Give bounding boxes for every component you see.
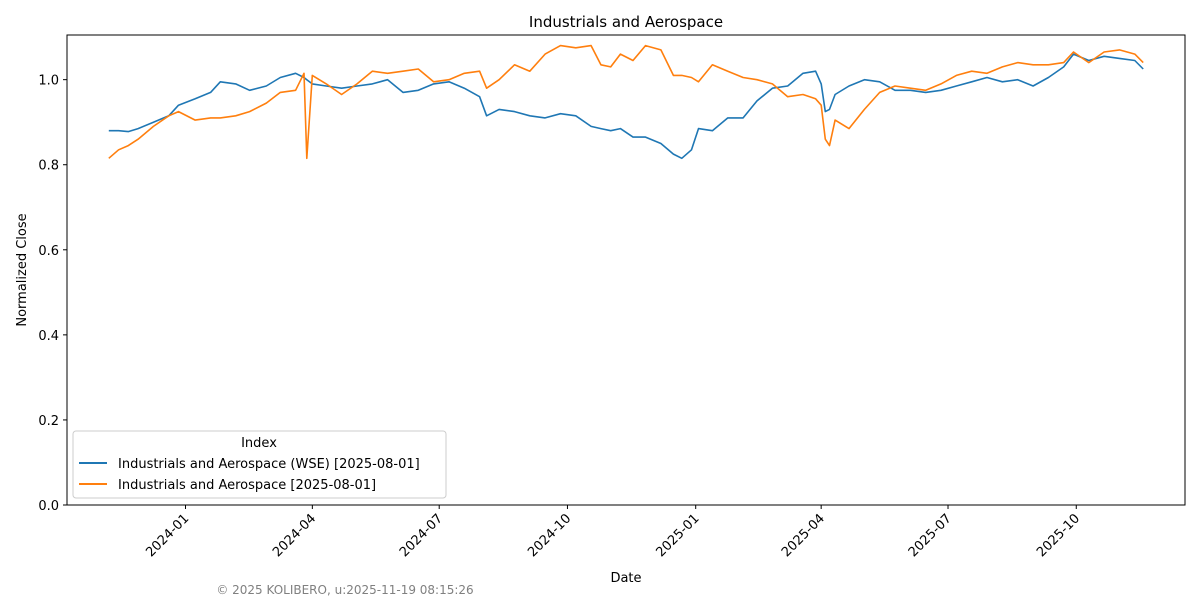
- x-tick-label: 2025-01: [654, 511, 703, 560]
- legend-box: [72, 430, 447, 499]
- series-line-0: [108, 53, 1144, 160]
- x-axis: 2024-01 2024-04 2024-07 2024-10 2025-01 2025-…: [143, 505, 1083, 560]
- legend-title: Index: [241, 436, 277, 451]
- y-tick-label: 0.6: [38, 244, 59, 259]
- chart-title: Industrials and Aerospace: [529, 13, 723, 31]
- y-tick-label: 1.0: [38, 74, 59, 89]
- y-tick-label: 0.2: [38, 414, 59, 429]
- y-axis-label: Normalized Close: [15, 213, 30, 326]
- series-line-1: [108, 44, 1144, 160]
- y-tick-label: 0.0: [38, 499, 59, 514]
- y-axis: 0.0 0.2 0.4 0.6 0.8 1.0: [38, 74, 67, 514]
- x-tick-label: 2024-01: [143, 511, 192, 560]
- plot-frame: [66, 34, 1186, 506]
- x-tick-label: 2025-07: [906, 511, 955, 560]
- legend: Index Industrials and Aerospace (WSE) [2…: [72, 430, 447, 499]
- y-tick-label: 0.8: [38, 159, 59, 174]
- y-tick-label: 0.4: [38, 329, 59, 344]
- series-layer: [108, 44, 1144, 160]
- legend-entry-1: Industrials and Aerospace [2025-08-01]: [118, 478, 376, 493]
- x-tick-label: 2025-10: [1034, 511, 1083, 560]
- legend-entry-0: Industrials and Aerospace (WSE) [2025-08…: [118, 457, 420, 472]
- x-tick-label: 2025-04: [779, 511, 828, 560]
- x-tick-label: 2024-04: [270, 511, 319, 560]
- x-tick-label: 2024-07: [397, 511, 446, 560]
- x-tick-label: 2024-10: [525, 511, 574, 560]
- x-axis-label: Date: [610, 571, 641, 586]
- footer-copyright: © 2025 KOLIBERO, u:2025-11-19 08:15:26: [216, 583, 473, 597]
